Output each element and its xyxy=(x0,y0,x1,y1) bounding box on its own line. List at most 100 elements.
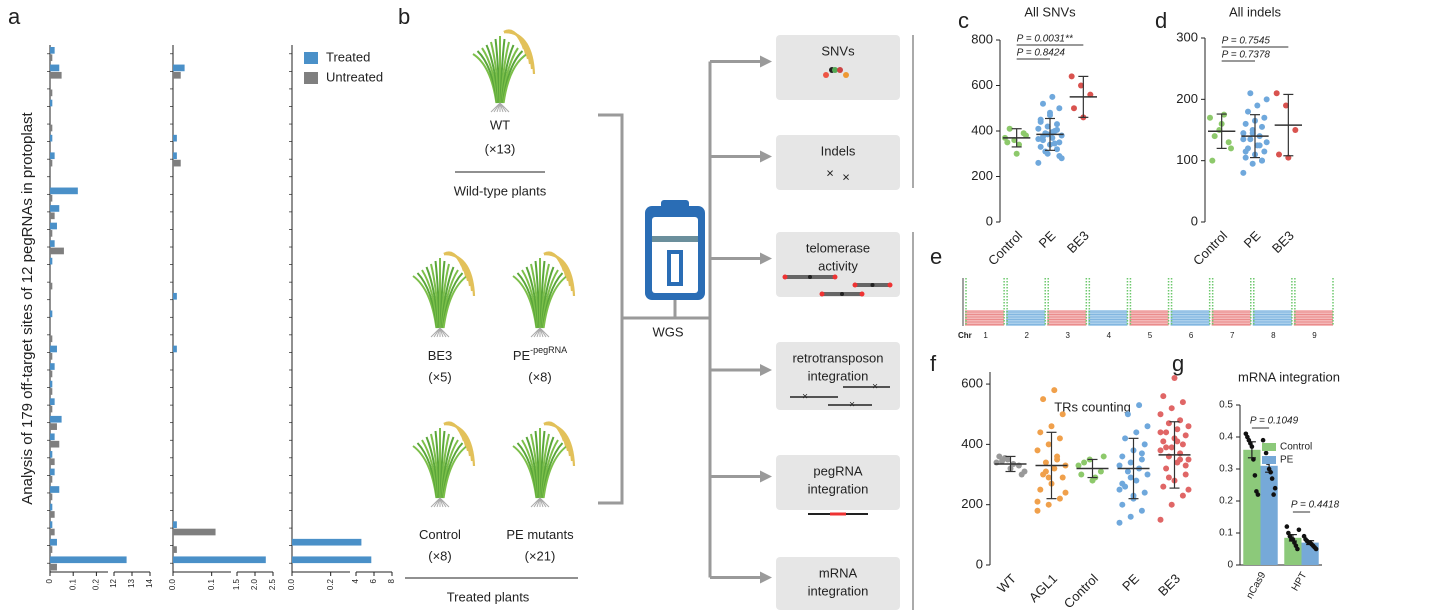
legend-swatch xyxy=(1262,443,1276,451)
glyph: × xyxy=(849,400,855,411)
y-tick-label: 0 xyxy=(1227,560,1233,571)
data-point xyxy=(1034,507,1041,514)
glyph xyxy=(832,274,838,280)
y-tick-label: 0.4 xyxy=(1219,432,1233,443)
data-point xyxy=(1174,426,1181,433)
data-point xyxy=(1292,127,1299,133)
data-point xyxy=(1163,465,1170,472)
y-tick-label: 0 xyxy=(986,213,993,228)
leaf xyxy=(542,275,568,329)
glyph xyxy=(808,275,812,279)
data-point xyxy=(1260,437,1266,443)
plant-count: (×13) xyxy=(485,141,516,156)
data-point xyxy=(1273,90,1280,97)
chromosome-band xyxy=(1252,310,1292,326)
data-point xyxy=(1034,498,1041,505)
x-tick-label: BE3 xyxy=(1269,228,1297,256)
plant-icon xyxy=(512,251,576,338)
data-point xyxy=(1247,136,1254,143)
bar xyxy=(50,152,55,160)
data-point xyxy=(1185,486,1192,493)
y-tick-label: 100 xyxy=(1176,152,1198,167)
plant-name: BE3 xyxy=(428,348,453,363)
plant-name-sup: -pegRNA xyxy=(530,345,567,355)
x-tick-label: 0.1 xyxy=(207,578,216,590)
bar xyxy=(1260,465,1278,565)
glyph xyxy=(859,291,865,297)
plant-name-main: PE xyxy=(513,348,531,363)
y-tick-label: 400 xyxy=(971,122,993,137)
bracket xyxy=(598,113,624,505)
glyph: × xyxy=(802,392,808,403)
panel-label: g xyxy=(1172,351,1184,376)
data-point xyxy=(1042,148,1049,155)
bar xyxy=(50,310,53,318)
bar xyxy=(50,187,78,195)
bar xyxy=(173,134,177,142)
y-tick-label: 800 xyxy=(971,31,993,46)
panel-label: d xyxy=(1155,8,1167,33)
data-point xyxy=(1261,114,1268,121)
data-point xyxy=(1157,429,1164,436)
data-point xyxy=(1124,468,1131,475)
data-point xyxy=(1119,480,1126,487)
bar xyxy=(173,345,177,353)
chromosome-label: 6 xyxy=(1189,331,1194,340)
x-tick-label: HPT xyxy=(1290,570,1310,593)
data-point xyxy=(1047,109,1053,116)
y-tick-label: 600 xyxy=(961,376,983,391)
data-point xyxy=(1249,444,1255,449)
plant-name: WT xyxy=(490,117,510,132)
hub-label: WGS xyxy=(652,324,683,339)
output-box xyxy=(776,232,900,297)
axis-label: Chr xyxy=(958,331,972,340)
x-tick-label: 0.0 xyxy=(168,578,177,590)
data-point xyxy=(1179,492,1186,499)
output-box xyxy=(776,342,900,410)
x-tick-label: 1.5 xyxy=(232,578,241,590)
p-value: P = 0.4418 xyxy=(1291,500,1340,511)
bar xyxy=(173,64,185,72)
data-point xyxy=(1127,474,1134,481)
p-value: P = 0.8424 xyxy=(1017,48,1066,59)
data-point xyxy=(1144,423,1151,430)
data-point xyxy=(1168,444,1175,451)
plant-name-main: Control xyxy=(419,527,461,542)
data-point xyxy=(1035,159,1042,166)
data-point xyxy=(1138,456,1145,463)
data-point xyxy=(1058,132,1065,139)
panicle xyxy=(443,422,476,467)
data-point xyxy=(1263,450,1269,456)
data-point xyxy=(1296,527,1302,533)
y-tick-label: 0 xyxy=(976,556,983,571)
chart-title: All SNVs xyxy=(1024,4,1076,19)
data-point xyxy=(1252,473,1258,478)
data-point xyxy=(996,453,1003,460)
x-tick-label: Control xyxy=(985,228,1025,268)
bar xyxy=(50,89,53,97)
bar xyxy=(50,563,57,571)
bar xyxy=(50,458,55,466)
data-point xyxy=(1271,492,1276,497)
output-label: Indels xyxy=(821,143,856,158)
data-point xyxy=(1133,429,1140,436)
data-point xyxy=(1062,489,1069,496)
leaf xyxy=(542,445,568,499)
plant-count: (×21) xyxy=(525,548,556,563)
glyph xyxy=(887,282,893,288)
chart-title: mRNA integration xyxy=(1238,369,1340,384)
data-point xyxy=(1034,447,1041,454)
bar xyxy=(50,546,53,553)
root xyxy=(539,327,550,338)
chromosome-band xyxy=(1047,310,1087,326)
x-tick-label: Control xyxy=(1061,571,1101,611)
data-point xyxy=(1259,123,1265,130)
data-point xyxy=(1040,100,1046,107)
arrow-head xyxy=(760,571,772,584)
bar xyxy=(50,405,53,413)
data-point xyxy=(1037,486,1044,493)
data-point xyxy=(1054,121,1060,128)
bar xyxy=(173,528,216,536)
data-point xyxy=(1100,453,1107,460)
data-point xyxy=(1054,126,1060,133)
